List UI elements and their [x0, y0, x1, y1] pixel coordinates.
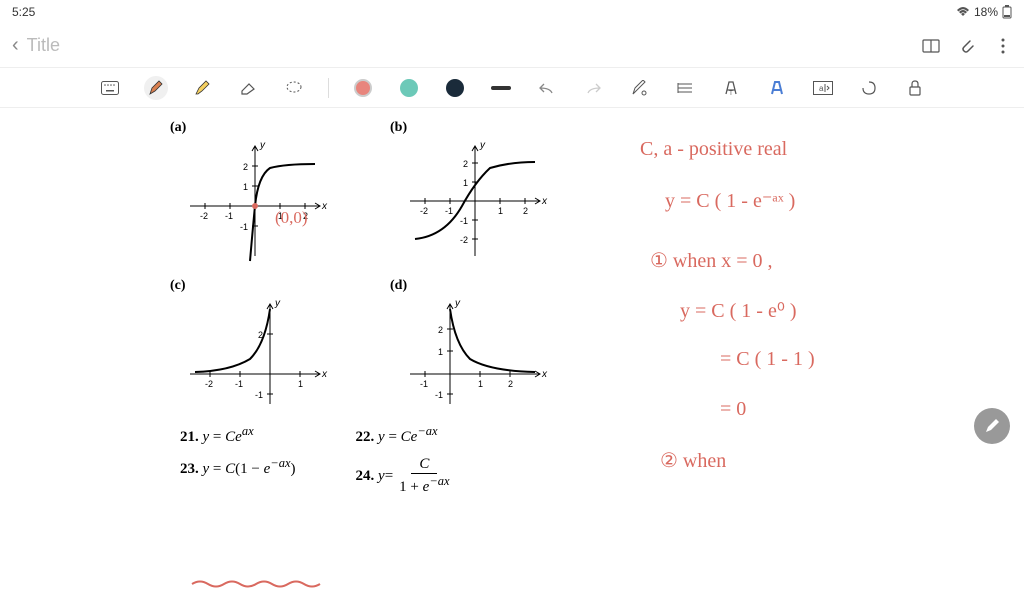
attachment-icon[interactable]: [958, 37, 976, 55]
svg-text:1: 1: [438, 347, 443, 357]
svg-text:y: y: [274, 298, 281, 309]
svg-text:-1: -1: [435, 390, 443, 400]
note-line3: ① when x = 0 ,: [650, 248, 773, 273]
svg-text:y: y: [479, 140, 486, 151]
svg-text:1: 1: [478, 379, 483, 389]
edit-fab[interactable]: [974, 408, 1010, 444]
back-button[interactable]: ‹: [12, 34, 19, 57]
eraser-tool[interactable]: [236, 76, 260, 100]
divider: [328, 78, 329, 98]
color-teal[interactable]: [397, 76, 421, 100]
graph-c-label: (c): [170, 278, 186, 293]
svg-text:-1: -1: [225, 211, 233, 221]
svg-text:1: 1: [463, 178, 468, 188]
svg-text:2: 2: [438, 325, 443, 335]
graph-d: (d) x y -1 1 2 2 1 -1: [390, 276, 570, 414]
svg-text:2: 2: [243, 162, 248, 172]
note-line5: = C ( 1 - 1 ): [720, 348, 815, 371]
wifi-icon: [956, 7, 970, 17]
svg-text:x: x: [321, 369, 328, 380]
keyboard-icon[interactable]: [98, 76, 122, 100]
svg-text:-1: -1: [235, 379, 243, 389]
eq-21: 21. y = Ceax: [180, 424, 296, 446]
status-bar: 5:25 18%: [0, 0, 1024, 24]
shape-icon[interactable]: [857, 76, 881, 100]
reader-icon[interactable]: [922, 37, 940, 55]
canvas[interactable]: (a) x y -2 -1 1 2 2 1 -1: [0, 108, 1024, 614]
battery-text: 18%: [974, 5, 998, 19]
graph-d-label: (d): [390, 278, 407, 293]
svg-text:-2: -2: [460, 235, 468, 245]
graph-a: (a) x y -2 -1 1 2 2 1 -1: [170, 118, 350, 266]
svg-text:y: y: [454, 298, 461, 309]
status-time: 5:25: [12, 5, 35, 19]
color-red[interactable]: [351, 76, 375, 100]
thickness-tool[interactable]: [489, 76, 513, 100]
svg-text:y: y: [259, 140, 266, 151]
svg-text:T: T: [729, 91, 733, 96]
svg-text:1: 1: [298, 379, 303, 389]
highlighter-tool[interactable]: [190, 76, 214, 100]
note-line1: C, a - positive real: [640, 138, 787, 161]
svg-text:x: x: [321, 201, 328, 212]
undo-button[interactable]: [535, 76, 559, 100]
toolbar: T a: [0, 68, 1024, 108]
pen-settings-icon[interactable]: [627, 76, 651, 100]
svg-text:1: 1: [243, 182, 248, 192]
graph-b-label: (b): [390, 120, 407, 135]
svg-text:-1: -1: [445, 206, 453, 216]
svg-text:-1: -1: [240, 222, 248, 232]
svg-text:2: 2: [523, 206, 528, 216]
graph-b: (b) x y -2 -1 1 2 2 1 -1 -2: [390, 118, 570, 266]
svg-text:2: 2: [463, 159, 468, 169]
text-tool[interactable]: T: [719, 76, 743, 100]
svg-text:-2: -2: [420, 206, 428, 216]
lasso-tool[interactable]: [282, 76, 306, 100]
eq-23: 23. y = C(1 − e−ax): [180, 456, 296, 478]
svg-text:-2: -2: [200, 211, 208, 221]
svg-text:2: 2: [508, 379, 513, 389]
graph-c: (c) x y -2 -1 1 2 -1: [170, 276, 350, 414]
eq-22: 22. y = Ce−ax: [356, 424, 452, 446]
svg-text:-1: -1: [460, 216, 468, 226]
header: ‹ Title: [0, 24, 1024, 68]
battery-icon: [1002, 5, 1012, 19]
text-box-icon[interactable]: a: [811, 76, 835, 100]
note-line2: y = C ( 1 - e⁻ᵃˣ ): [665, 188, 795, 213]
note-line4: y = C ( 1 - e⁰ ): [680, 298, 797, 323]
note-line7: ② when: [660, 448, 726, 473]
svg-text:1: 1: [498, 206, 503, 216]
svg-text:-1: -1: [420, 379, 428, 389]
more-icon[interactable]: [994, 37, 1012, 55]
svg-text:-1: -1: [255, 390, 263, 400]
font-icon[interactable]: [765, 76, 789, 100]
svg-text:x: x: [541, 369, 548, 380]
ruler-icon[interactable]: [673, 76, 697, 100]
underline-squiggle: [190, 578, 330, 590]
graph-a-annotation: (0,0): [275, 208, 308, 228]
note-line6: = 0: [720, 398, 746, 421]
svg-text:x: x: [541, 196, 548, 207]
textbook-content: (a) x y -2 -1 1 2 2 1 -1: [170, 118, 590, 496]
page-title[interactable]: Title: [27, 35, 922, 56]
graph-a-label: (a): [170, 120, 186, 135]
status-right: 18%: [956, 5, 1012, 19]
lock-icon[interactable]: [903, 76, 927, 100]
svg-text:-2: -2: [205, 379, 213, 389]
equations: 21. y = Ceax 23. y = C(1 − e−ax) 22. y =…: [170, 424, 590, 496]
color-dark[interactable]: [443, 76, 467, 100]
svg-text:a: a: [819, 84, 824, 93]
redo-button[interactable]: [581, 76, 605, 100]
pen-tool[interactable]: [144, 76, 168, 100]
eq-24: 24. y = C1 + e−ax: [356, 456, 452, 496]
